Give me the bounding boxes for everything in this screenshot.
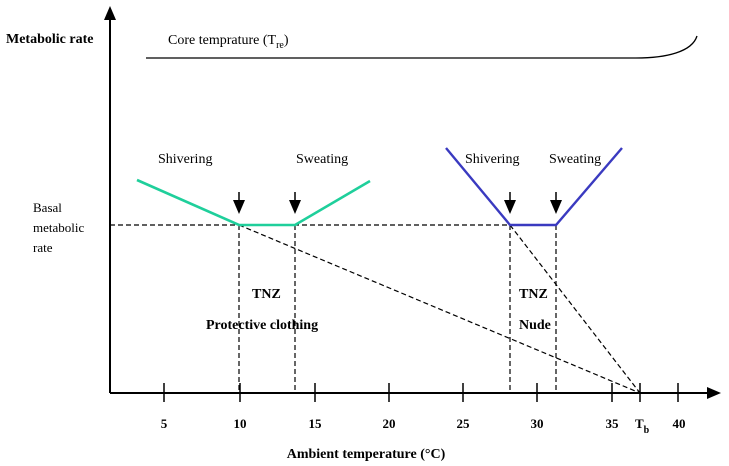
clothed-metabolic-curve [136, 178, 371, 227]
basal-label-line: metabolic [33, 220, 84, 235]
x-tick-label: 35 [606, 416, 620, 431]
nude-sweating-label: Sweating [549, 152, 601, 167]
nude-extrapolation-dashed [509, 224, 641, 394]
x-tick-label: 30 [531, 416, 544, 431]
clothed-tnz-label: TNZ [252, 287, 281, 302]
nude-metabolic-curve [445, 147, 623, 227]
basal-label-line: rate [33, 240, 53, 255]
x-axis-title: Ambient temperature (°C) [287, 447, 446, 462]
x-tick-label: 25 [457, 416, 471, 431]
x-tick-label: 5 [161, 416, 168, 431]
clothed-sweating-arrowhead [289, 200, 301, 214]
x-tick-label: 40 [673, 416, 686, 431]
x-ticks [163, 383, 679, 402]
core-temp-label: Core temprature (Tre) [168, 33, 289, 51]
nude-shivering-label: Shivering [465, 152, 519, 167]
clothed-shivering-arrowhead [233, 200, 245, 214]
clothed-extrapolation-dashed [238, 224, 641, 394]
nude-sweating-arrowhead [550, 200, 562, 214]
x-tick-label: 15 [309, 416, 323, 431]
core-temp-line [146, 35, 698, 59]
x-axis-arrow [707, 387, 721, 399]
y-axis-arrow [104, 6, 116, 20]
clothed-sweating-label: Sweating [296, 152, 348, 167]
x-tick-label: 10 [234, 416, 247, 431]
x-tick-label: 20 [383, 416, 396, 431]
tb-label: Tb [635, 416, 650, 436]
y-axis-title: Metabolic rate [6, 32, 93, 47]
clothed-condition-label: Protective clothing [206, 318, 318, 333]
nude-tnz-label: TNZ [519, 287, 548, 302]
basal-label-line: Basal [33, 200, 62, 215]
nude-condition-label: Nude [519, 318, 551, 333]
clothed-shivering-label: Shivering [158, 152, 212, 167]
nude-shivering-arrowhead [504, 200, 516, 214]
